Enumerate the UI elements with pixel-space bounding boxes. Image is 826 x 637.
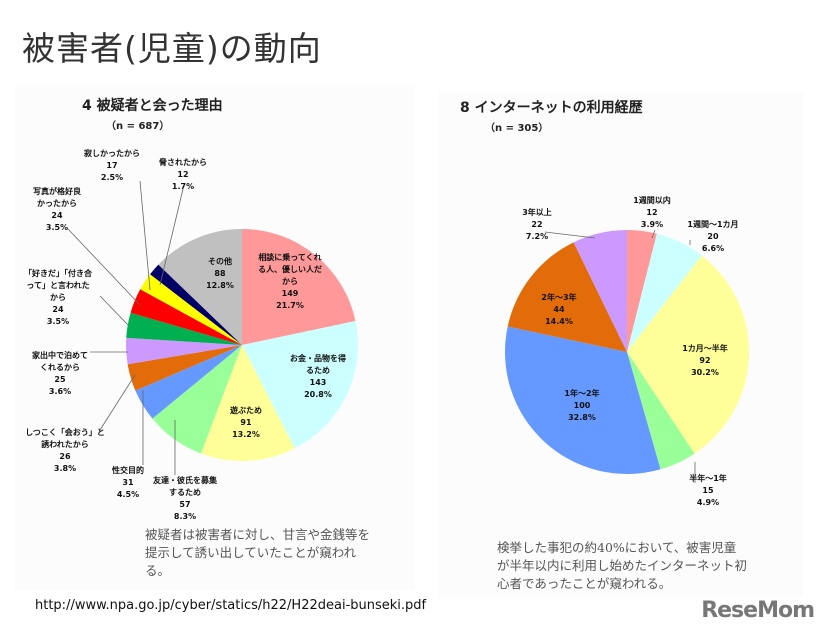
leader-line	[99, 374, 136, 431]
pie-slice	[158, 229, 242, 345]
pie-slice	[627, 255, 750, 454]
pie-slice	[130, 289, 242, 345]
slice-label: 3年以上 22 7.2%	[522, 208, 552, 241]
source-link[interactable]: http://www.npa.go.jp/cyber/statics/h22/H…	[35, 598, 427, 613]
caption-left: 被疑者は被害者に対し、甘言や金銭等を提示して誘い出していたことが窺われる。	[145, 527, 371, 578]
chart-subtitle-right: （n = 305）	[485, 123, 549, 134]
slice-label: 1週間～1カ月 20 6.6%	[687, 220, 739, 253]
slice-label: 寂しかったから 17 2.5%	[84, 149, 140, 182]
slice-label: 1年～2年 100 32.8%	[564, 389, 600, 422]
chart-subtitle-left: （n = 687）	[106, 121, 170, 132]
leader-line	[99, 295, 129, 326]
pie-slice	[140, 274, 242, 345]
slice-label: 「好きだ」「付き合って」と言われたから 24 3.5%	[24, 269, 92, 326]
slice-label: 遊ぶため 91 13.2%	[230, 406, 262, 439]
slice-label: お金・品物を得るため 143 20.8%	[290, 354, 346, 399]
slice-label: しつこく「会おう」と誘われたから 26 3.8%	[25, 428, 105, 473]
pie-slice	[242, 229, 356, 345]
slice-label: 性交目的 31 4.5%	[112, 466, 144, 499]
chart-title-right: 8 インターネットの利用経歴	[460, 100, 643, 116]
pie-slice	[505, 326, 661, 475]
pie-slice	[573, 230, 627, 352]
leader-line	[139, 180, 151, 291]
leader-line	[67, 228, 141, 306]
slice-label: 写真が格好良かったから 24 3.5%	[33, 187, 81, 232]
pie-slice	[126, 312, 242, 345]
slice-label: 2年～3年 44 14.4%	[541, 293, 577, 326]
slice-label: 友達・彼氏を募集するため 57 8.3%	[153, 476, 217, 521]
caption-right: 検挙した事犯の約40%において、被害児童が半年以内に利用し始めたインターネット初…	[497, 540, 748, 591]
pie-slice	[126, 337, 242, 365]
pie-slice	[627, 233, 702, 352]
slice-label: 脅されたから 12 1.7%	[159, 158, 207, 191]
resemom-logo: ReseMom	[701, 598, 815, 623]
leader-line	[544, 231, 596, 239]
leader-line	[651, 229, 656, 239]
pie-slice	[627, 352, 695, 470]
slice-label: 1週間以内 12 3.9%	[633, 196, 671, 229]
pie-slice	[127, 345, 242, 391]
pie-slice	[135, 345, 242, 419]
slice-label: 相談に乗ってくれる人、優しい人だから 149 21.7%	[258, 253, 322, 310]
page-title: 被害者(児童)の動向	[22, 29, 322, 68]
leader-line	[159, 188, 184, 286]
pie-slice	[627, 230, 657, 352]
slice-label: その他 88 12.8%	[206, 257, 234, 290]
slice-label: 1カ月～半年 92 30.2%	[682, 344, 728, 377]
slice-label: 半年～1年 15 4.9%	[689, 474, 727, 507]
slice-label: 家出中で泊めてくれるから 25 3.6%	[32, 351, 88, 396]
pie-slice	[507, 242, 627, 352]
pie-slice	[150, 264, 242, 345]
pie-slice	[200, 345, 295, 461]
pie-slice	[242, 321, 359, 449]
chart-title-left: 4 被疑者と会った理由	[82, 98, 223, 114]
